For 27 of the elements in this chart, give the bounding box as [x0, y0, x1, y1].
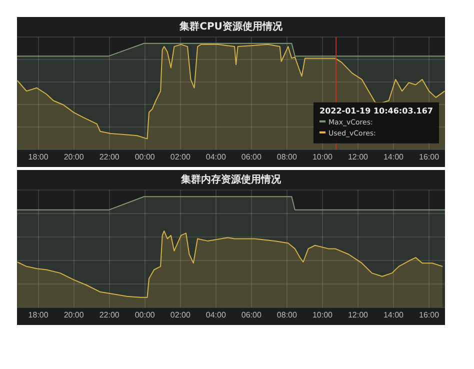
x-tick-label: 00:00 — [134, 310, 156, 320]
x-tick-label: 10:00 — [312, 310, 334, 320]
x-tick-label: 18:00 — [28, 310, 49, 320]
x-tick-label: 00:00 — [134, 152, 156, 162]
x-tick-label: 20:00 — [64, 152, 84, 162]
x-tick-label: 16:00 — [419, 152, 440, 162]
x-tick-label: 02:00 — [170, 152, 191, 162]
x-tick-label: 04:00 — [206, 152, 226, 162]
x-tick-label: 20:00 — [64, 310, 84, 320]
x-tick-label: 02:00 — [170, 310, 191, 320]
x-tick-label: 16:00 — [419, 310, 440, 320]
x-tick-label: 12:00 — [348, 152, 369, 162]
x-tick-label: 08:00 — [276, 152, 298, 162]
x-tick-label: 04:00 — [206, 310, 226, 320]
x-tick-label: 06:00 — [241, 152, 262, 162]
chart-title: 集群内存资源使用情况 — [180, 174, 282, 186]
chart-title: 集群CPU资源使用情况 — [178, 20, 284, 33]
x-tick-label: 08:00 — [276, 310, 298, 320]
x-tick-label: 06:00 — [241, 310, 262, 320]
x-tick-label: 14:00 — [383, 152, 404, 162]
x-tick-label: 14:00 — [383, 310, 404, 320]
x-tick-label: 22:00 — [99, 152, 120, 162]
legend-title: 2022-01-19 10:46:03.167 — [320, 106, 434, 116]
x-tick-label: 10:00 — [312, 152, 334, 162]
x-tick-label: 12:00 — [348, 310, 369, 320]
x-tick-label: 22:00 — [99, 310, 120, 320]
x-tick-label: 18:00 — [28, 152, 49, 162]
